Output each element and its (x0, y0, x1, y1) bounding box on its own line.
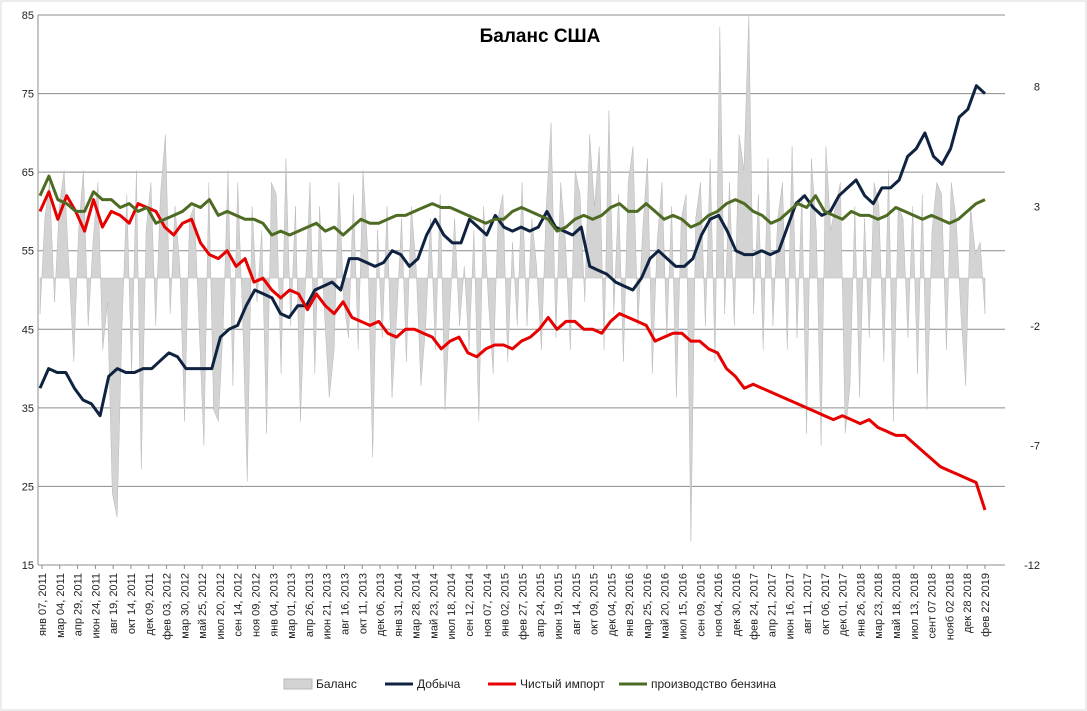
series-gasoline-line (38, 174, 986, 237)
legend-item-net-import-label: Чистый импорт (520, 677, 605, 691)
x-tick-label: дек 30, 2016 (731, 573, 743, 636)
y-tick-label-right: 8 (1034, 82, 1040, 94)
x-tick-label: июн 21, 2013 (322, 573, 334, 639)
x-tick-label: ноя 07, 2014 (482, 573, 494, 637)
x-tick-label: янв 04, 2013 (268, 573, 280, 637)
x-tick-label: окт 09, 2015 (589, 573, 601, 635)
x-tick-label: июн 19, 2015 (553, 573, 565, 639)
x-tick-label: апр 21, 2017 (766, 573, 778, 637)
x-tick-label: фев 24, 2017 (749, 573, 761, 640)
y-tick-label-left: 75 (22, 89, 34, 101)
x-tick-label: нояб 02 2018 (944, 573, 956, 640)
x-tick-label: мар 23, 2018 (873, 573, 885, 639)
x-tick-label: фев 22 2019 (980, 573, 992, 637)
x-tick-label: янв 29, 2016 (624, 573, 636, 637)
x-tick-label: фев 03, 2012 (162, 573, 174, 640)
x-tick-label: авг 14, 2015 (571, 573, 583, 635)
x-tick-label: мар 25, 2016 (642, 573, 654, 639)
x-tick-label: авг 11, 2017 (802, 573, 814, 634)
x-tick-label: окт 11, 2013 (357, 573, 369, 634)
x-tick-label: май 25, 2012 (197, 573, 209, 639)
x-tick-label: фев 27, 2015 (517, 573, 529, 640)
x-tick-label: мар 28, 2014 (411, 573, 423, 639)
x-tick-label: мар 30, 2012 (179, 573, 191, 639)
x-tick-label: ноя 09, 2012 (251, 573, 263, 637)
y-tick-label-left: 25 (22, 481, 34, 493)
x-tick-label: дек 09, 2011 (144, 573, 156, 635)
x-tick-label: дек 04, 2015 (606, 573, 618, 636)
legend-item-production-label: Добыча (417, 677, 461, 691)
x-tick-label: авг 19, 2011 (108, 573, 120, 634)
x-tick-label: июн 24, 2011 (90, 573, 102, 639)
x-tick-label: янв 07, 2011 (37, 573, 49, 636)
x-tick-label: окт 14, 2011 (126, 573, 138, 634)
x-tick-label: янв 31, 2014 (393, 573, 405, 637)
x-tick-label: апр 29, 2011 (73, 573, 85, 636)
x-tick-label: дек 01, 2017 (838, 573, 850, 636)
y-tick-label-left: 55 (22, 246, 34, 258)
x-tick-label: янв 26, 2018 (855, 573, 867, 637)
x-tick-label: дек 28 2018 (962, 573, 974, 633)
x-tick-label: сен 09, 2016 (695, 573, 707, 637)
x-tick-label: ноя 04, 2016 (713, 573, 725, 637)
chart-title: Баланс США (480, 26, 601, 47)
x-tick-label: июн 16, 2017 (784, 573, 796, 639)
x-tick-label: сент 07 2018 (927, 573, 939, 639)
x-tick-label: июл 13, 2018 (909, 573, 921, 639)
x-tick-label: мар 04, 2011 (55, 573, 67, 638)
y-tick-label-right: -2 (1030, 321, 1040, 333)
x-tick-label: мар 01, 2013 (286, 573, 298, 639)
series-net-import-line (38, 190, 987, 511)
x-tick-label: июл 15, 2016 (678, 573, 690, 639)
x-tick-label: сен 12, 2014 (464, 573, 476, 637)
y-tick-label-left: 85 (22, 10, 34, 22)
legend-item-balance-swatch (283, 678, 313, 690)
legend-item-gasoline-label: производство бензина (651, 677, 776, 691)
x-tick-label: окт 06, 2017 (820, 573, 832, 635)
x-tick-label: авг 16, 2013 (339, 573, 351, 635)
x-tick-label: май 18, 2018 (891, 573, 903, 639)
x-tick-label: май 23, 2014 (428, 573, 440, 639)
x-tick-label: апр 24, 2015 (535, 573, 547, 637)
y-tick-label-left: 45 (22, 324, 34, 336)
x-tick-label: дек 06, 2013 (375, 573, 387, 636)
y-tick-label-right: 3 (1034, 201, 1040, 213)
legend-item-balance-label: Баланс (316, 677, 357, 691)
x-tick-label: май 20, 2016 (660, 573, 672, 639)
y-tick-label-left: 65 (22, 167, 34, 179)
x-tick-label: апр 26, 2013 (304, 573, 316, 637)
x-tick-label: июл 18, 2014 (446, 573, 458, 639)
y-tick-label-left: 15 (22, 560, 34, 572)
x-tick-label: сен 14, 2012 (233, 573, 245, 637)
y-tick-label-left: 35 (22, 403, 34, 415)
x-tick-label: июл 20, 2012 (215, 573, 227, 639)
y-tick-label-right: -12 (1024, 560, 1040, 572)
x-tick-label: янв 02, 2015 (500, 573, 512, 637)
y-tick-label-right: -7 (1030, 440, 1040, 452)
